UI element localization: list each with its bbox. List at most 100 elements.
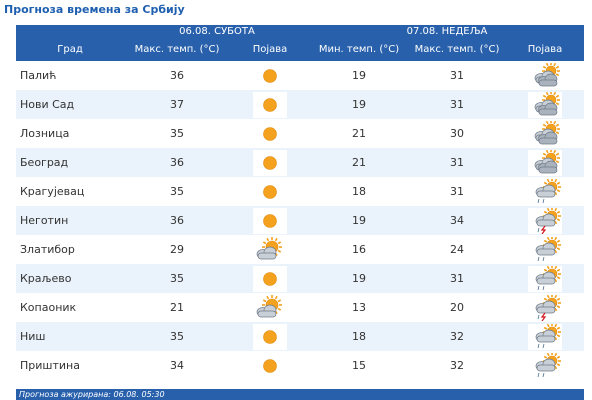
mostly-sunny-icon-graphic	[256, 236, 282, 259]
sunny-icon-graphic	[263, 155, 277, 170]
header-row-days: 06.08. СУБОТА 07.08. НЕДЕЉА	[16, 25, 585, 37]
sun-cloud-showers-icon-graphic	[535, 323, 561, 348]
day1-max-temp: 34	[124, 351, 230, 380]
city-name: Златибор	[16, 235, 124, 264]
day2-max-temp: 31	[408, 61, 506, 90]
table-row: Лозница 35 21 30	[16, 119, 585, 148]
thunderstorm-icon-graphic	[535, 207, 561, 234]
day2-min-temp: 16	[310, 235, 408, 264]
day1-icon-cell	[230, 235, 310, 264]
sun-cloud-showers-icon	[528, 178, 562, 205]
footer-bar: Прогноза ажурирана: 06.08. 05:30	[16, 389, 584, 400]
sunny-icon	[253, 352, 287, 379]
thunderstorm-icon-graphic	[535, 294, 561, 321]
day2-min-temp: 18	[310, 177, 408, 206]
partly-cloudy-icon	[528, 91, 562, 118]
col-header-day1-icon: Појава	[230, 37, 310, 61]
sunny-icon-graphic	[263, 329, 277, 344]
table-row: Београд 36 21 31	[16, 148, 585, 177]
day1-icon-cell	[230, 177, 310, 206]
partly-cloudy-icon-graphic	[534, 120, 560, 144]
sunny-icon	[253, 62, 287, 89]
day1-max-temp: 36	[124, 148, 230, 177]
day2-max-temp: 31	[408, 148, 506, 177]
thunderstorm-icon	[528, 294, 562, 321]
table-row: Нови Сад 37 19 31	[16, 90, 585, 119]
city-name: Краљево	[16, 264, 124, 293]
day2-icon-cell	[506, 119, 585, 148]
sunny-icon-graphic	[263, 126, 277, 141]
sunny-icon-graphic	[263, 271, 277, 286]
day2-max-temp: 31	[408, 264, 506, 293]
day2-min-temp: 13	[310, 293, 408, 322]
day1-max-temp: 21	[124, 293, 230, 322]
day2-min-temp: 19	[310, 206, 408, 235]
table-row: Копаоник 21 13 20	[16, 293, 585, 322]
sunny-icon	[253, 323, 287, 350]
day2-icon-cell	[506, 235, 585, 264]
day2-icon-cell	[506, 90, 585, 119]
day1-icon-cell	[230, 61, 310, 90]
city-name: Београд	[16, 148, 124, 177]
day2-icon-cell	[506, 61, 585, 90]
partly-cloudy-icon	[528, 62, 562, 89]
day2-max-temp: 30	[408, 119, 506, 148]
mostly-sunny-icon	[253, 236, 287, 263]
table-row: Златибор 29 16 24	[16, 235, 585, 264]
sunny-icon	[253, 120, 287, 147]
day2-icon-cell	[506, 177, 585, 206]
city-name: Неготин	[16, 206, 124, 235]
day2-min-temp: 15	[310, 351, 408, 380]
mostly-sunny-icon	[253, 294, 287, 321]
day2-icon-cell	[506, 322, 585, 351]
col-header-day1-max: Макс. темп. (°C)	[124, 37, 230, 61]
day1-icon-cell	[230, 351, 310, 380]
partly-cloudy-icon	[528, 120, 562, 147]
day1-max-temp: 36	[124, 206, 230, 235]
city-name: Ниш	[16, 322, 124, 351]
day1-max-temp: 37	[124, 90, 230, 119]
city-name: Крагујевац	[16, 177, 124, 206]
day2-max-temp: 32	[408, 351, 506, 380]
day1-icon-cell	[230, 90, 310, 119]
day2-min-temp: 19	[310, 264, 408, 293]
day1-max-temp: 35	[124, 322, 230, 351]
sun-cloud-showers-icon-graphic	[535, 352, 561, 377]
partly-cloudy-icon	[528, 149, 562, 176]
sunny-icon	[253, 149, 287, 176]
sun-cloud-showers-icon	[528, 352, 562, 379]
header-spacer	[16, 25, 124, 37]
page-title: Прогноза времена за Србију	[4, 3, 185, 16]
sunny-icon-graphic	[263, 213, 277, 228]
col-header-day2-icon: Појава	[506, 37, 585, 61]
partly-cloudy-icon-graphic	[534, 62, 560, 86]
col-header-day2-min: Мин. темп. (°C)	[310, 37, 408, 61]
day2-label: 07.08. НЕДЕЉА	[310, 25, 585, 37]
day1-label: 06.08. СУБОТА	[124, 25, 310, 37]
day1-max-temp: 35	[124, 177, 230, 206]
partly-cloudy-icon-graphic	[534, 91, 560, 115]
day2-icon-cell	[506, 293, 585, 322]
sunny-icon	[253, 178, 287, 205]
city-name: Лозница	[16, 119, 124, 148]
table-row: Неготин 36 19 34	[16, 206, 585, 235]
day1-icon-cell	[230, 206, 310, 235]
mostly-sunny-icon-graphic	[256, 294, 282, 317]
sun-cloud-showers-icon	[528, 323, 562, 350]
header-row-columns: Град Макс. темп. (°C) Појава Мин. темп. …	[16, 37, 585, 61]
day1-icon-cell	[230, 264, 310, 293]
thunderstorm-icon	[528, 207, 562, 234]
sun-cloud-showers-icon	[528, 236, 562, 263]
day2-min-temp: 21	[310, 119, 408, 148]
day1-icon-cell	[230, 148, 310, 177]
city-name: Копаоник	[16, 293, 124, 322]
day2-max-temp: 20	[408, 293, 506, 322]
forecast-table: 06.08. СУБОТА 07.08. НЕДЕЉА Град Макс. т…	[16, 25, 585, 380]
sun-cloud-showers-icon-graphic	[535, 178, 561, 203]
day2-min-temp: 21	[310, 148, 408, 177]
sun-cloud-showers-icon-graphic	[535, 236, 561, 261]
forecast-rows: Палић 36 19 31 Нови Сад 37 19 31 Лозница 35 21 30…	[16, 61, 585, 380]
city-name: Нови Сад	[16, 90, 124, 119]
table-row: Приштина 34 15 32	[16, 351, 585, 380]
sun-cloud-showers-icon-graphic	[535, 265, 561, 290]
